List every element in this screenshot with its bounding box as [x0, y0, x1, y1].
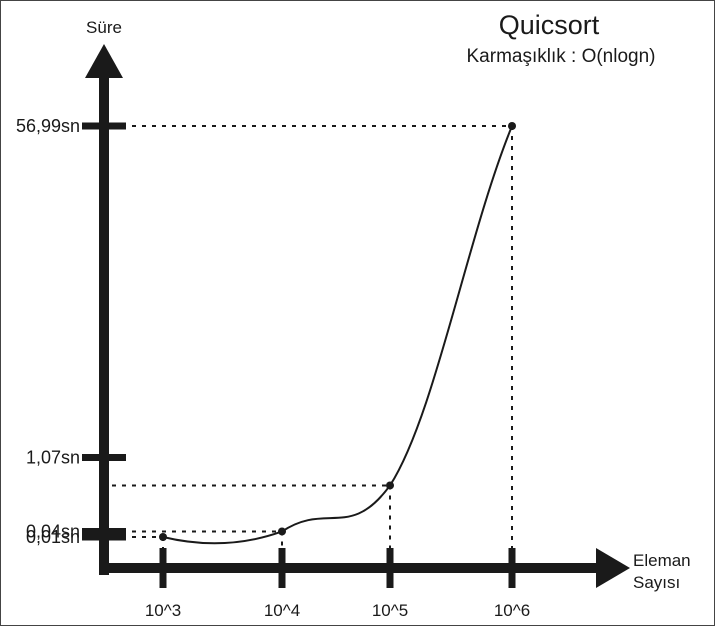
y-tick-label-0: 0,01sn: [26, 527, 80, 547]
data-point-2: [386, 481, 394, 490]
y-axis-arrow: [85, 44, 123, 78]
x-tick-label-2: 10^5: [372, 601, 408, 620]
x-axis-label-line1: Eleman: [633, 551, 691, 570]
data-point-0: [159, 533, 167, 541]
y-tick-label-2: 1,07sn: [26, 447, 80, 467]
x-tick-label-1: 10^4: [264, 601, 300, 620]
chart-title: Quicsort: [499, 10, 600, 40]
y-tick-label-1: 0,04sn: [26, 521, 80, 541]
y-tick-label-3: 56,99sn: [16, 116, 80, 136]
data-point-3: [508, 122, 516, 130]
x-tick-label-3: 10^6: [494, 601, 530, 620]
chart-subtitle: Karmaşıklık : O(nlogn): [467, 46, 656, 67]
x-axis-label-line2: Sayısı: [633, 573, 680, 592]
data-point-1: [278, 527, 286, 536]
y-axis-label: Süre: [86, 18, 122, 37]
series-line: [162, 125, 513, 545]
x-axis-arrow: [596, 548, 630, 588]
x-tick-label-0: 10^3: [145, 601, 181, 620]
